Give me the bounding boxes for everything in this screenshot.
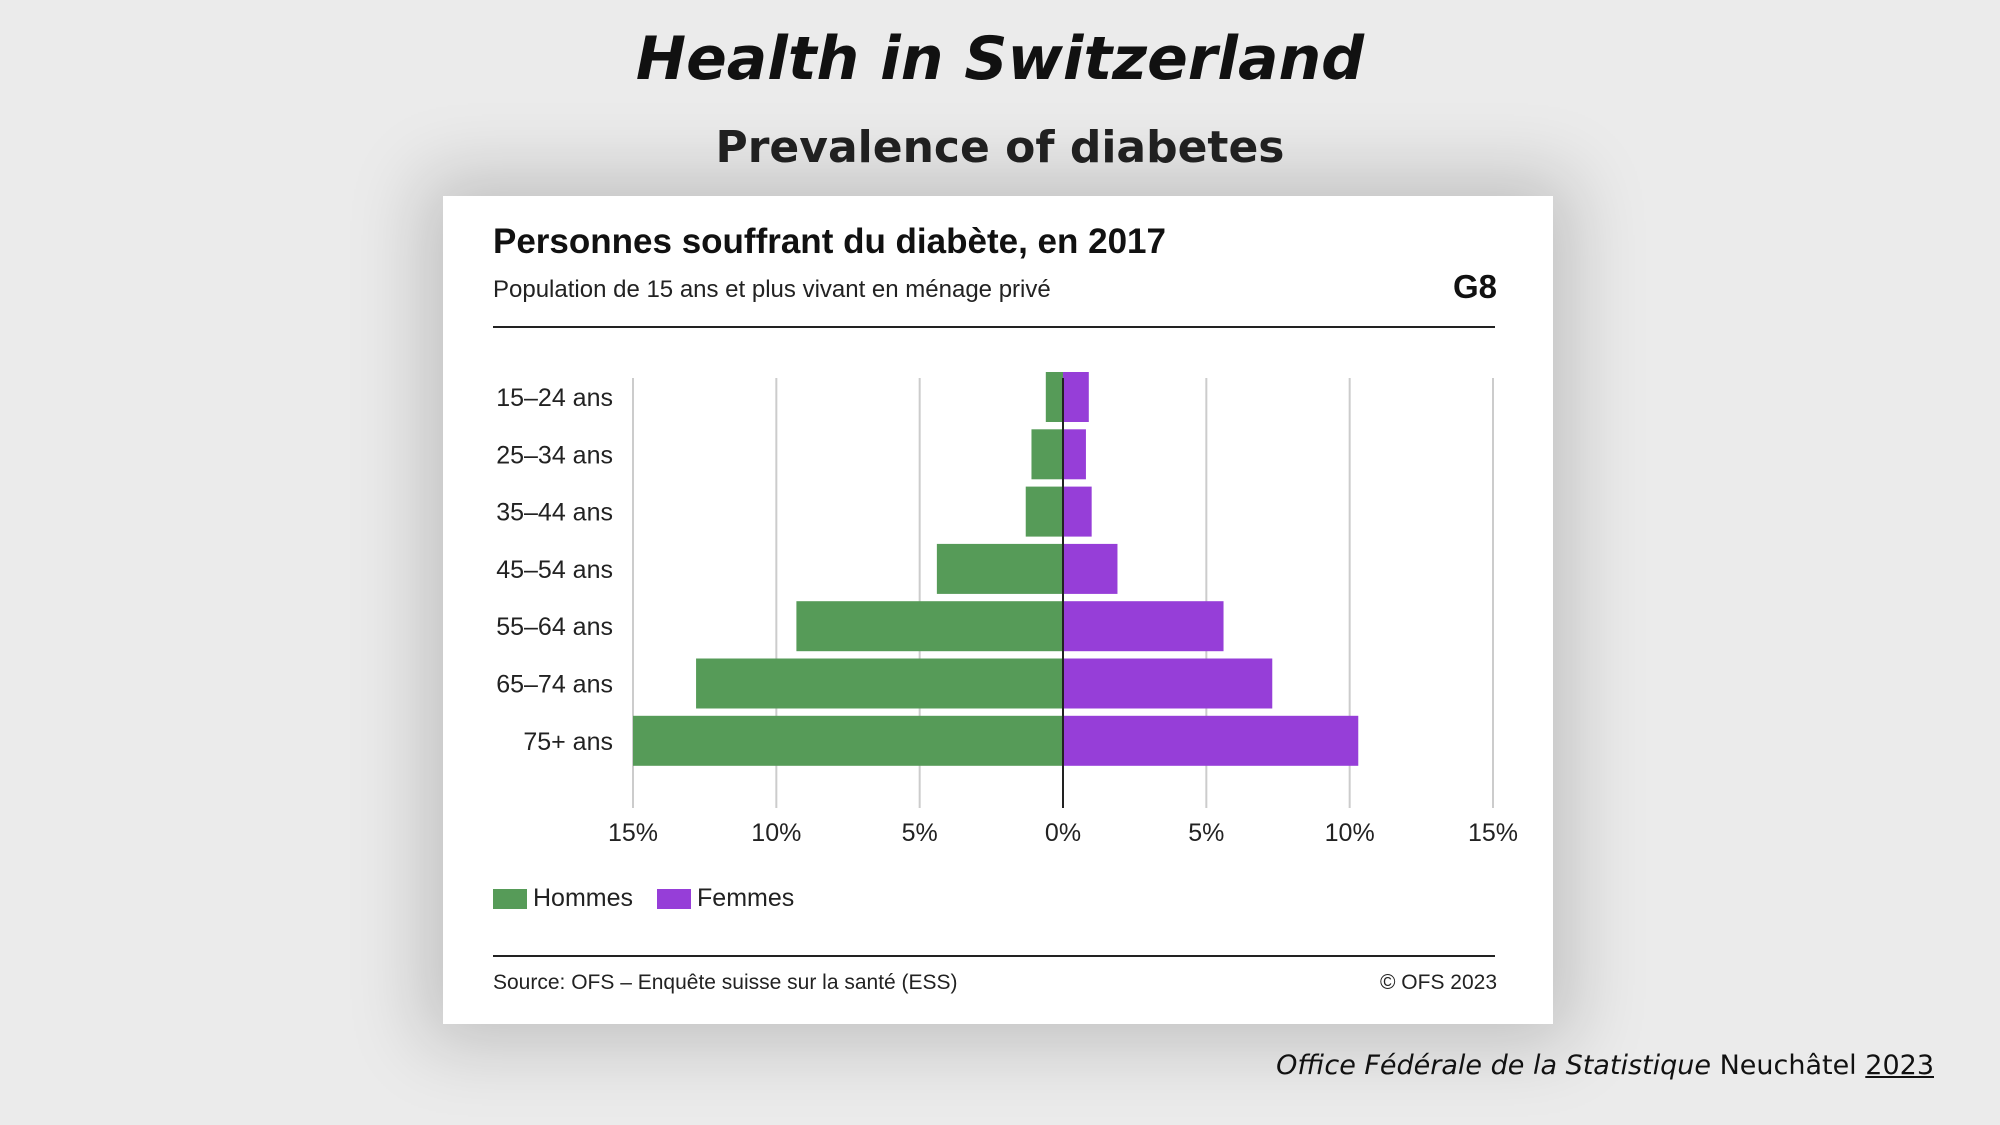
chart-copyright: © OFS 2023 bbox=[1379, 971, 1497, 994]
bar-femmes bbox=[1063, 486, 1092, 537]
bar-femmes bbox=[1063, 429, 1086, 480]
chart-subtitle: Population de 15 ans et plus vivant en m… bbox=[493, 276, 1051, 303]
chart-title: Personnes souffrant du diabète, en 2017 bbox=[493, 222, 1166, 261]
chart-card: Personnes souffrant du diabète, en 2017 … bbox=[443, 196, 1553, 1024]
bar-hommes bbox=[1045, 372, 1063, 422]
x-tick-label: 10% bbox=[1325, 819, 1375, 847]
legend-item-hommes: Hommes bbox=[493, 884, 633, 913]
x-tick-label: 5% bbox=[1188, 819, 1224, 847]
slide-title: Health in Switzerland bbox=[635, 24, 1365, 94]
legend-item-femmes: Femmes bbox=[657, 884, 794, 913]
category-label: 65–74 ans bbox=[496, 671, 613, 699]
bar-femmes bbox=[1063, 543, 1118, 594]
bar-femmes bbox=[1063, 658, 1273, 709]
x-tick-label: 5% bbox=[902, 819, 938, 847]
header-divider bbox=[493, 326, 1495, 328]
bar-hommes bbox=[696, 658, 1063, 709]
credit-year: 2023 bbox=[1865, 1050, 1934, 1081]
bar-hommes bbox=[1025, 486, 1063, 537]
category-label: 35–44 ans bbox=[496, 499, 613, 527]
bar-femmes bbox=[1063, 715, 1359, 766]
legend-label-femmes: Femmes bbox=[697, 884, 795, 912]
category-label: 15–24 ans bbox=[496, 384, 613, 412]
legend-swatch-hommes bbox=[493, 888, 527, 909]
chart-code: G8 bbox=[1452, 268, 1497, 305]
bar-hommes bbox=[796, 601, 1063, 652]
credit-place: Neuchâtel bbox=[1719, 1050, 1857, 1081]
bar-hommes bbox=[1031, 429, 1063, 480]
chart-legend: Hommes Femmes bbox=[493, 884, 794, 913]
slide-credit: Office Fédérale de la Statistique Neuchâ… bbox=[1276, 1050, 1934, 1081]
pyramid-chart: 15–24 ans 25–34 ans 35–44 ans 45–54 ans 55–6… bbox=[496, 372, 1518, 847]
x-tick-label: 15% bbox=[608, 819, 658, 847]
x-tick-label: 15% bbox=[1468, 819, 1518, 847]
category-label: 45–54 ans bbox=[496, 556, 613, 584]
bar-femmes bbox=[1063, 372, 1089, 422]
bar-hommes bbox=[936, 543, 1063, 594]
x-tick-label: 10% bbox=[751, 819, 801, 847]
bar-femmes bbox=[1063, 601, 1224, 652]
x-tick-label: 0% bbox=[1045, 819, 1081, 847]
legend-swatch-femmes bbox=[657, 888, 692, 909]
chart-source: Source: OFS – Enquête suisse sur la sant… bbox=[493, 971, 958, 994]
footer-divider bbox=[493, 955, 1495, 957]
category-label: 25–34 ans bbox=[496, 441, 613, 469]
category-label: 55–64 ans bbox=[496, 613, 613, 641]
legend-label-hommes: Hommes bbox=[533, 884, 634, 912]
slide-subtitle: Prevalence of diabetes bbox=[715, 122, 1285, 173]
bar-hommes bbox=[633, 715, 1063, 766]
credit-org: Office Fédérale de la Statistique bbox=[1276, 1050, 1711, 1081]
category-label: 75+ ans bbox=[523, 728, 613, 756]
